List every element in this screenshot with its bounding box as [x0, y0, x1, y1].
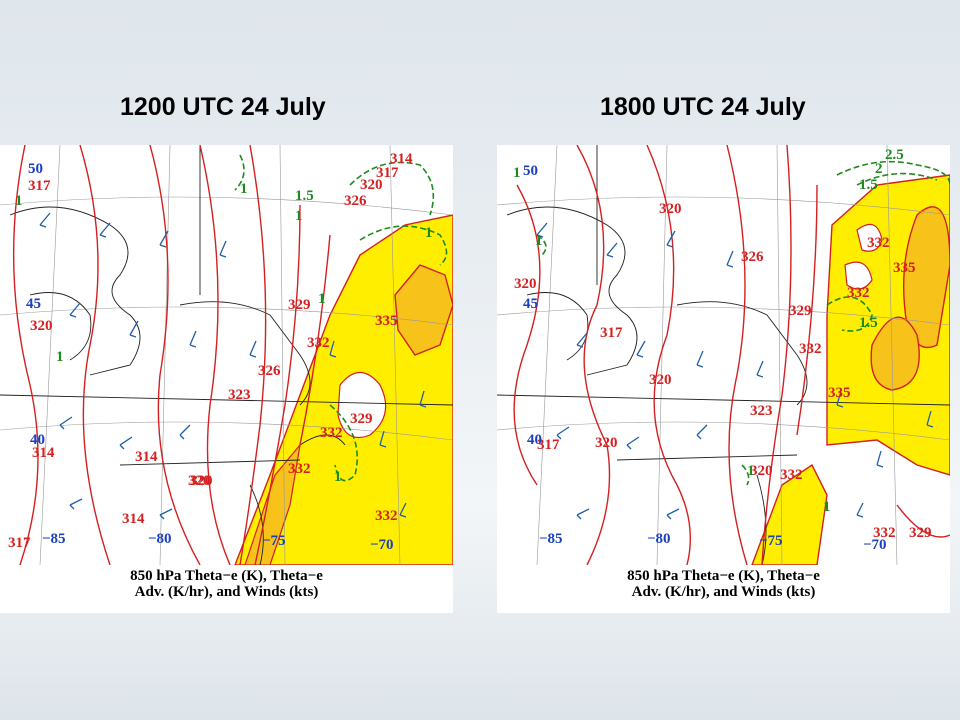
theta-e-label: 332	[780, 467, 803, 483]
latitude-label: 40	[30, 432, 45, 448]
theta-e-label: 314	[122, 511, 145, 527]
right-panel-time-title: 1800 UTC 24 July	[600, 93, 806, 121]
highest-theta-e-region	[394, 264, 453, 356]
theta-e-label: 323	[228, 387, 251, 403]
latitude-label: 45	[523, 296, 538, 312]
caption-line-2: Adv. (K/hr), and Winds (kts)	[631, 584, 816, 600]
theta-e-label: 329	[909, 525, 932, 541]
latitude-label: 40	[527, 432, 542, 448]
theta-e-label: 317	[537, 437, 560, 453]
longitude-label: −80	[647, 531, 671, 547]
latitude-label: 50	[523, 163, 538, 179]
theta-e-map-1800utc: 320 326 320 317 320 317 320 323 329 332 …	[497, 145, 950, 565]
advection-label: 1	[318, 291, 326, 307]
wind-barbs	[536, 222, 934, 520]
theta-e-label: 329	[288, 297, 311, 313]
theta-e-label: 329	[789, 303, 812, 319]
theta-e-map-1200utc: 317 320 314 314 314 320 323 326 329 332 …	[0, 145, 453, 565]
theta-e-label: 314	[135, 449, 158, 465]
advection-label: 1	[334, 469, 342, 485]
theta-e-label: 332	[307, 335, 330, 351]
theta-e-label: 317	[8, 535, 31, 551]
theta-e-label: 326	[741, 249, 764, 265]
caption-line-1: 850 hPa Theta−e (K), Theta−e	[130, 568, 323, 584]
theta-e-label: 326	[344, 193, 367, 209]
longitude-label: −85	[539, 531, 563, 547]
caption-line-1: 850 hPa Theta−e (K), Theta−e	[627, 568, 820, 584]
advection-label: 2	[875, 161, 883, 177]
theta-e-label: 332	[873, 525, 896, 541]
white-pocket	[844, 261, 873, 290]
theta-e-label: 329	[350, 411, 373, 427]
high-theta-e-lower	[751, 463, 828, 565]
theta-e-label: 332	[288, 461, 311, 477]
theta-e-label: 323	[750, 403, 773, 419]
theta-e-label: 320	[30, 318, 53, 334]
longitude-label: −70	[863, 537, 887, 553]
advection-label: 1	[56, 349, 64, 365]
theta-e-label: 320	[190, 473, 213, 489]
theta-e-label: 335	[828, 385, 851, 401]
left-panel-time-title: 1200 UTC 24 July	[120, 93, 326, 121]
latitude-label: 50	[28, 161, 43, 177]
theta-e-label: 320	[595, 435, 618, 451]
advection-contour	[349, 161, 435, 216]
advection-label: 1	[15, 193, 23, 209]
advection-label: 2.5	[885, 147, 904, 163]
longitude-label: −75	[262, 533, 286, 549]
map-panel-1200utc: 317 320 314 314 314 320 323 326 329 332 …	[0, 145, 453, 613]
advection-label: 1	[535, 233, 543, 249]
advection-label: 1	[513, 165, 521, 181]
theta-e-label: 326	[258, 363, 281, 379]
theta-e-label: 320	[649, 372, 672, 388]
theta-e-label: 320	[659, 201, 682, 217]
theta-e-label: 332	[320, 425, 343, 441]
theta-e-label: 332	[847, 285, 870, 301]
theta-e-label: 320	[360, 177, 383, 193]
theta-e-label: 335	[375, 313, 398, 329]
theta-e-label: 332	[375, 508, 398, 524]
highest-theta-e-region	[902, 206, 950, 349]
theta-e-label: 320	[514, 276, 537, 292]
theta-e-label: 332	[799, 341, 822, 357]
caption-line-2: Adv. (K/hr), and Winds (kts)	[134, 584, 319, 600]
theta-e-label: 314	[32, 445, 55, 461]
longitude-label: −75	[759, 533, 783, 549]
panel-caption: 850 hPa Theta−e (K), Theta−e Adv. (K/hr)…	[0, 568, 453, 600]
white-pocket	[856, 223, 883, 252]
panel-caption: 850 hPa Theta−e (K), Theta−e Adv. (K/hr)…	[497, 568, 950, 600]
theta-e-label: 317	[28, 178, 51, 194]
theta-e-label: 317	[600, 325, 623, 341]
advection-label: 1	[240, 181, 248, 197]
wind-barbs	[39, 212, 427, 520]
latitude-label: 45	[26, 296, 41, 312]
theta-e-label: 314	[390, 151, 413, 167]
longitude-label: −85	[42, 531, 66, 547]
advection-label: 1.5	[859, 315, 878, 331]
longitude-label: −70	[370, 537, 394, 553]
advection-label: 1	[425, 225, 433, 241]
theta-e-label: 317	[376, 165, 399, 181]
theta-e-label: 335	[893, 260, 916, 276]
advection-label: 1	[823, 499, 831, 515]
map-panel-1800utc: 320 326 320 317 320 317 320 323 329 332 …	[497, 145, 950, 613]
white-pocket	[337, 371, 387, 439]
theta-e-label: 332	[867, 235, 890, 251]
advection-label: 1	[747, 463, 755, 479]
longitude-label: −80	[148, 531, 172, 547]
advection-label: 1.5	[859, 177, 878, 193]
advection-label: 1.5	[295, 188, 314, 204]
theta-e-label: 320	[188, 473, 211, 489]
advection-label: 1	[295, 208, 303, 224]
theta-e-label: 320	[750, 463, 773, 479]
